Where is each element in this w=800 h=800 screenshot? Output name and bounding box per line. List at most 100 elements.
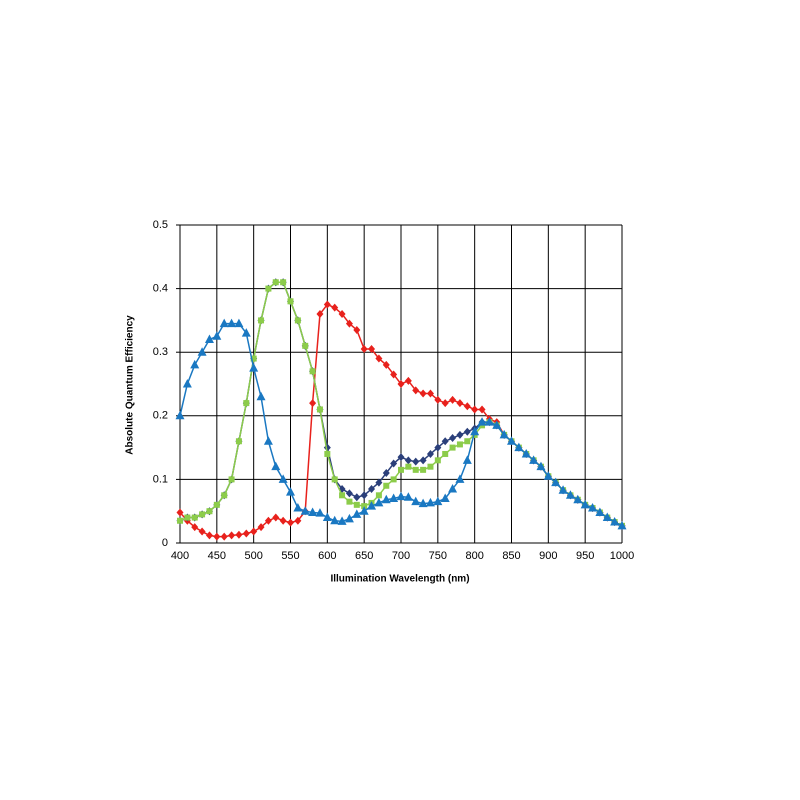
marker — [198, 527, 206, 536]
marker — [382, 360, 390, 369]
marker — [191, 523, 199, 532]
x-tick-label: 650 — [355, 550, 373, 562]
marker — [309, 399, 317, 408]
marker — [227, 318, 237, 328]
marker — [449, 395, 457, 404]
marker — [220, 532, 228, 541]
marker — [176, 508, 184, 517]
marker — [398, 466, 404, 473]
marker — [411, 496, 421, 506]
marker — [243, 400, 250, 407]
marker — [315, 508, 325, 517]
marker — [374, 497, 384, 507]
marker — [302, 342, 309, 349]
marker — [375, 478, 383, 487]
x-axis-title: Illumination Wavelength (nm) — [330, 574, 469, 585]
marker — [213, 532, 221, 541]
y-tick-label: 0 — [162, 537, 168, 549]
marker — [249, 363, 259, 372]
marker — [478, 405, 486, 414]
marker — [588, 503, 598, 512]
marker — [191, 514, 198, 521]
marker — [360, 491, 368, 500]
marker — [404, 376, 412, 385]
marker — [345, 319, 353, 328]
marker — [462, 455, 472, 464]
marker — [595, 507, 605, 516]
marker — [470, 426, 480, 436]
marker — [256, 391, 266, 401]
y-tick-label: 0.2 — [153, 410, 168, 422]
marker — [287, 518, 294, 527]
marker — [258, 317, 265, 324]
marker — [405, 463, 412, 470]
marker — [492, 420, 502, 429]
marker — [368, 484, 376, 493]
marker — [316, 406, 323, 413]
marker — [375, 492, 382, 499]
marker — [339, 492, 346, 499]
marker — [396, 491, 406, 501]
marker — [175, 410, 185, 420]
marker — [412, 457, 420, 466]
marker — [324, 450, 331, 457]
marker — [322, 512, 332, 522]
marker — [241, 328, 251, 337]
marker — [346, 498, 353, 505]
marker — [383, 482, 390, 489]
marker — [397, 380, 405, 388]
y-axis-title: Absolute Quantum Efficiency — [125, 315, 136, 455]
marker — [293, 503, 303, 512]
marker — [235, 530, 243, 539]
marker — [412, 466, 419, 473]
x-tick-label: 600 — [318, 550, 336, 562]
marker — [345, 489, 353, 498]
marker — [197, 347, 207, 356]
marker — [280, 279, 287, 286]
marker — [389, 493, 399, 502]
marker — [382, 469, 390, 478]
marker — [463, 427, 471, 436]
marker — [287, 298, 294, 305]
marker — [184, 514, 191, 521]
marker — [536, 461, 546, 471]
marker — [294, 317, 301, 324]
marker — [264, 516, 272, 525]
marker — [455, 474, 465, 483]
marker — [219, 318, 229, 328]
x-tick-label: 950 — [576, 550, 594, 562]
marker — [257, 523, 265, 532]
marker — [331, 303, 339, 312]
marker — [558, 485, 568, 494]
marker — [463, 402, 471, 411]
marker — [316, 310, 324, 319]
marker — [221, 492, 228, 499]
marker — [456, 441, 463, 448]
marker — [279, 516, 287, 525]
marker — [471, 405, 479, 414]
marker — [308, 507, 318, 516]
x-tick-label: 500 — [244, 550, 262, 562]
marker — [272, 513, 280, 522]
marker — [263, 436, 273, 445]
x-tick-label: 550 — [281, 550, 299, 562]
marker — [242, 529, 250, 538]
marker — [381, 494, 391, 504]
marker — [440, 493, 450, 502]
marker — [434, 443, 442, 452]
marker — [412, 386, 420, 395]
marker — [177, 517, 183, 524]
marker — [449, 434, 457, 443]
marker — [375, 354, 383, 363]
y-tick-label: 0.3 — [153, 346, 168, 358]
marker — [294, 516, 302, 525]
marker — [420, 466, 427, 473]
marker — [234, 318, 244, 328]
marker — [529, 455, 539, 464]
x-tick-label: 900 — [539, 550, 557, 562]
marker — [235, 438, 242, 445]
marker — [272, 279, 279, 286]
marker — [271, 461, 281, 471]
y-tick-label: 0.1 — [153, 473, 168, 485]
